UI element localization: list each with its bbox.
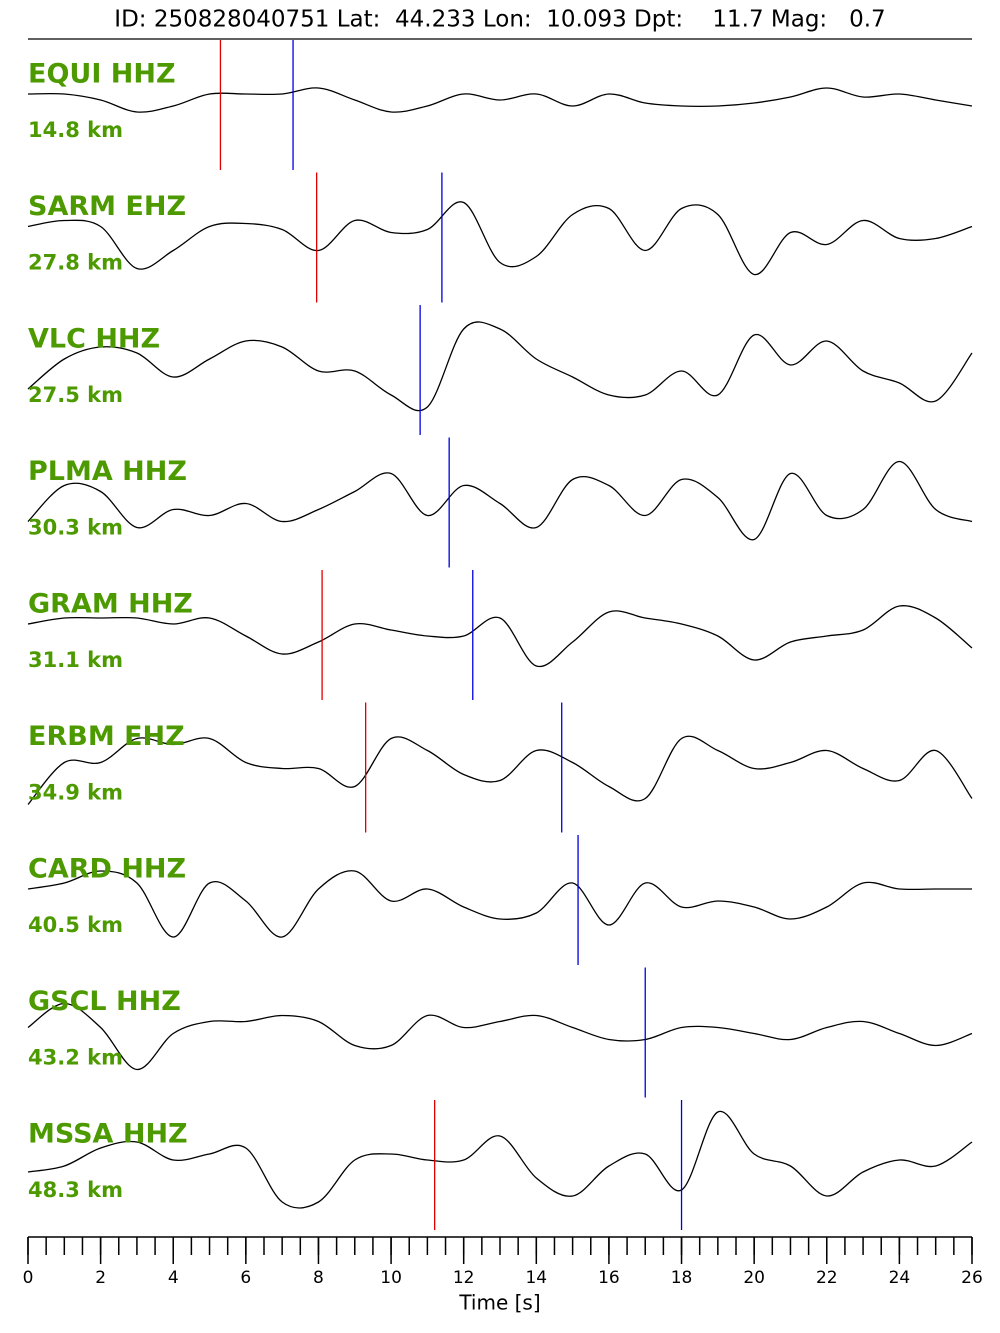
x-tick-label: 20 [743, 1268, 765, 1288]
distance-label: 31.1 km [28, 648, 123, 672]
distance-label: 30.3 km [28, 516, 123, 540]
waveform [27, 605, 973, 668]
station-label: GSCL HHZ [28, 986, 181, 1017]
x-tick-label: 12 [453, 1268, 475, 1288]
x-tick-label: 4 [168, 1268, 179, 1288]
distance-label: 34.9 km [28, 781, 123, 805]
waveform [27, 1110, 973, 1209]
distance-label: 27.8 km [28, 251, 123, 275]
waveform [27, 460, 973, 541]
station-label: ERBM EHZ [28, 721, 185, 752]
x-tick-label: 22 [816, 1268, 838, 1288]
x-axis-label: Time [s] [458, 1291, 540, 1315]
station-label: CARD HHZ [28, 854, 186, 885]
x-tick-label: 10 [380, 1268, 402, 1288]
distance-label: 48.3 km [28, 1178, 123, 1202]
x-tick-label: 18 [671, 1268, 693, 1288]
distance-label: 14.8 km [28, 118, 123, 142]
waveform [27, 87, 973, 113]
x-tick-label: 24 [889, 1268, 911, 1288]
distance-label: 27.5 km [28, 383, 123, 407]
x-tick-label: 26 [961, 1268, 983, 1288]
waveform [27, 870, 972, 938]
chart-title: ID: 250828040751 Lat: 44.233 Lon: 10.093… [114, 7, 885, 33]
station-label: PLMA HHZ [28, 456, 187, 487]
waveform [27, 1002, 973, 1071]
x-tick-label: 6 [240, 1268, 251, 1288]
distance-label: 43.2 km [28, 1046, 123, 1070]
x-tick-label: 14 [525, 1268, 547, 1288]
distance-label: 40.5 km [28, 913, 123, 937]
x-tick-label: 2 [95, 1268, 106, 1288]
station-label: MSSA HHZ [28, 1119, 188, 1150]
station-label: VLC HHZ [28, 324, 160, 355]
station-label: SARM EHZ [28, 191, 186, 222]
x-tick-label: 8 [313, 1268, 324, 1288]
x-tick-label: 16 [598, 1268, 620, 1288]
waveform [27, 201, 973, 276]
station-label: GRAM HHZ [28, 589, 193, 620]
station-label: EQUI HHZ [28, 59, 176, 90]
x-tick-label: 0 [23, 1268, 34, 1288]
waveform [27, 321, 973, 412]
waveform [27, 735, 973, 805]
